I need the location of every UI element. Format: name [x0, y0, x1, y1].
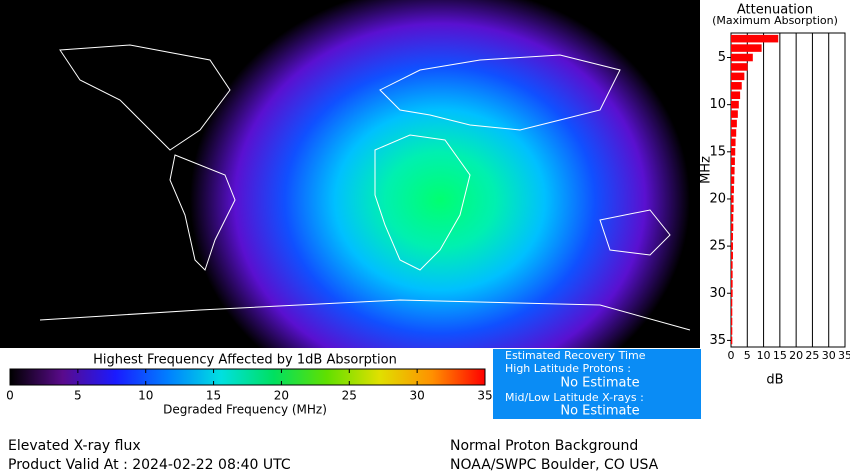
proton-status: Normal Proton Background: [450, 438, 638, 454]
recovery-title: Estimated Recovery Time: [505, 349, 646, 362]
bar: [731, 280, 733, 288]
bar: [731, 72, 745, 81]
bar: [731, 232, 733, 241]
bar: [731, 327, 733, 335]
bar: [731, 242, 733, 250]
y-tick-label: 5: [718, 50, 726, 65]
bar: [731, 317, 733, 326]
xrays-label: Mid/Low Latitude X-rays :: [505, 391, 644, 404]
chart-subtitle: (Maximum Absorption): [712, 14, 838, 27]
absorption-region: [190, 0, 690, 348]
bar: [731, 100, 739, 109]
colorbar-tick-label: 0: [6, 389, 14, 403]
x-tick-label: 35: [838, 349, 850, 362]
bar: [731, 157, 735, 166]
bar: [731, 91, 741, 100]
bar: [731, 336, 733, 345]
recovery-box: [493, 349, 701, 419]
y-tick-label: 35: [709, 333, 726, 348]
xrays-value: No Estimate: [560, 404, 639, 419]
y-tick-label: 15: [709, 144, 726, 159]
bar: [731, 298, 733, 307]
x-tick-label: 30: [822, 349, 836, 362]
colorbar-tick-label: 20: [274, 389, 289, 403]
bar: [731, 53, 753, 62]
y-tick-label: 30: [709, 286, 726, 301]
y-tick-label: 25: [709, 239, 726, 254]
x-tick-label: 10: [757, 349, 771, 362]
bar: [731, 44, 762, 52]
status-text: Elevated X-ray flux: [8, 438, 141, 454]
x-axis-label: dB: [766, 373, 783, 388]
bar: [731, 223, 734, 232]
bar: [731, 119, 737, 128]
chart-title: Attenuation: [737, 3, 813, 18]
colorbar-tick-label: 5: [74, 389, 82, 403]
bar: [731, 204, 734, 213]
bar: [731, 166, 735, 175]
absorption-map: [39, 0, 691, 348]
colorbar-tick-label: 25: [342, 389, 357, 403]
bar: [731, 82, 742, 90]
bar: [731, 138, 736, 147]
source-text: NOAA/SWPC Boulder, CO USA: [450, 457, 659, 473]
colorbar-label: Degraded Frequency (MHz): [163, 403, 327, 417]
bar: [731, 185, 734, 194]
bar: [731, 195, 734, 203]
x-tick-label: 20: [789, 349, 803, 362]
bar: [731, 308, 733, 316]
plot-area: [730, 32, 846, 348]
colorbar-tick-label: 10: [138, 389, 153, 403]
colorbar: [9, 368, 486, 386]
y-axis-label: MHz: [699, 156, 714, 184]
x-tick-label: 5: [744, 349, 751, 362]
colorbar-tick-label: 15: [206, 389, 221, 403]
x-tick-label: 25: [805, 349, 819, 362]
coastlines: [39, 44, 691, 331]
bar: [731, 289, 733, 298]
colorbar-tick-label: 30: [410, 389, 425, 403]
protons-value: No Estimate: [560, 376, 639, 391]
bar: [731, 34, 779, 43]
x-tick-label: 15: [773, 349, 787, 362]
bar: [731, 63, 748, 71]
protons-label: High Latitude Protons :: [505, 362, 631, 375]
bar: [731, 176, 735, 184]
bar: [731, 251, 733, 260]
bar: [731, 261, 733, 269]
bar: [731, 214, 734, 222]
bar: [731, 129, 737, 137]
bar: [731, 148, 736, 156]
bar: [731, 110, 738, 118]
valid-time: Product Valid At : 2024-02-22 08:40 UTC: [8, 457, 291, 473]
x-tick-label: 0: [728, 349, 735, 362]
colorbar-title: Highest Frequency Affected by 1dB Absorp…: [93, 353, 397, 368]
y-tick-label: 10: [709, 97, 726, 112]
colorbar-tick-label: 35: [477, 389, 492, 403]
bar: [731, 270, 733, 279]
y-tick-label: 20: [709, 191, 726, 206]
